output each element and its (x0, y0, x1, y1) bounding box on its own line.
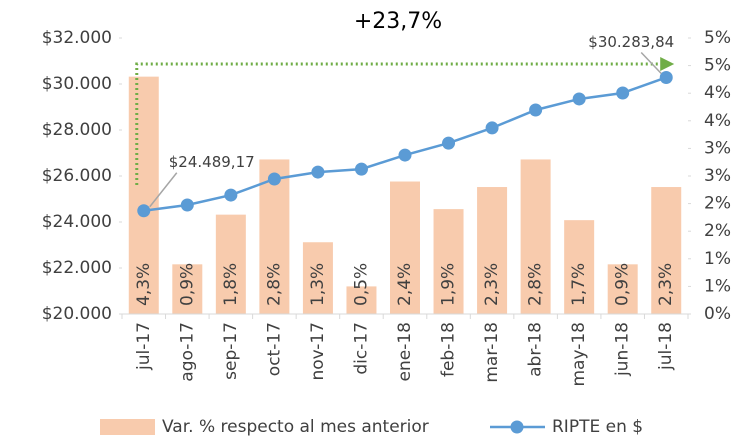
point (659, 70, 673, 84)
bar (607, 264, 638, 314)
y-tick-label: $24.000 (42, 212, 112, 232)
bar-label: 1,9% (439, 263, 459, 306)
legend-swatch (510, 420, 524, 434)
y2-tick-label: 4% (704, 83, 731, 103)
bar (346, 286, 377, 314)
x-tick-label: abr-18 (526, 322, 546, 377)
y2-tick-label: 2% (704, 194, 731, 214)
bar-label: 0,5% (351, 263, 371, 306)
point (572, 92, 586, 106)
bar-label: 0,9% (177, 263, 197, 306)
y-tick-label: $30.000 (42, 74, 112, 94)
x-tick-label: jul-17 (134, 322, 154, 371)
point (442, 136, 456, 150)
point (485, 121, 499, 135)
legend-label: RIPTE en $ (552, 417, 643, 437)
bar-label: 2,3% (482, 263, 502, 306)
y2-tick-label: 0% (704, 304, 731, 324)
leader-line (640, 51, 662, 74)
x-tick-label: jul-18 (656, 322, 676, 371)
point (398, 148, 412, 162)
y2-tick-label: 2% (704, 221, 731, 241)
bar-label: 4,3% (134, 263, 154, 306)
y-tick-label: $22.000 (42, 258, 112, 278)
x-tick-label: may-18 (569, 322, 589, 387)
y2-tick-label: 3% (704, 138, 731, 158)
chart-title: +23,7% (354, 9, 442, 34)
y2-tick-label: 1% (704, 249, 731, 269)
y-tick-label: $20.000 (42, 304, 112, 324)
bar-label: 2,4% (395, 263, 415, 306)
arrow-head (660, 57, 675, 71)
point (529, 103, 543, 117)
point (224, 188, 238, 202)
bar (302, 242, 333, 314)
x-tick-label: feb-18 (439, 322, 459, 377)
point-label: $24.489,17 (169, 153, 255, 171)
x-tick-label: ene-18 (395, 322, 415, 381)
x-tick-label: ago-17 (177, 322, 197, 382)
point (616, 86, 630, 100)
y2-tick-label: 5% (704, 28, 731, 48)
growth-arrow (135, 62, 663, 185)
y2-tick-label: 5% (704, 56, 731, 76)
y2-tick-label: 1% (704, 276, 731, 296)
point-label: $30.283,84 (588, 33, 674, 51)
bar-label: 0,9% (613, 263, 633, 306)
bar (128, 76, 159, 314)
x-tick-label: jun-18 (613, 322, 633, 377)
x-tick-label: sep-17 (221, 322, 241, 380)
legend-label: Var. % respecto al mes anterior (162, 417, 429, 437)
x-tick-label: mar-18 (482, 322, 502, 383)
bar-label: 1,7% (569, 263, 589, 306)
leader-line (149, 172, 178, 208)
bar-label: 2,3% (656, 263, 676, 306)
bar (477, 187, 508, 314)
bar-label: 1,8% (221, 263, 241, 306)
x-tick-label: nov-17 (308, 322, 328, 381)
legend-swatch (100, 419, 155, 435)
point (354, 162, 368, 176)
point (311, 165, 325, 179)
y-tick-label: $26.000 (42, 166, 112, 186)
bar (215, 214, 246, 314)
x-tick-label: dic-17 (351, 322, 371, 375)
bar (390, 181, 420, 314)
y-tick-label: $32.000 (42, 28, 112, 48)
bar (172, 264, 203, 314)
bar (520, 159, 551, 314)
x-tick-label: oct-17 (264, 322, 284, 376)
y2-tick-label: 4% (704, 111, 731, 131)
bar-label: 1,3% (308, 263, 328, 306)
point (137, 204, 151, 218)
point (267, 172, 281, 186)
bar-label: 2,8% (526, 263, 546, 306)
y-tick-label: $28.000 (42, 120, 112, 140)
point (180, 198, 194, 212)
bar (564, 220, 595, 314)
bar-label: 2,8% (264, 263, 284, 306)
bar (433, 209, 464, 314)
y2-tick-label: 3% (704, 166, 731, 186)
bar (651, 187, 682, 314)
